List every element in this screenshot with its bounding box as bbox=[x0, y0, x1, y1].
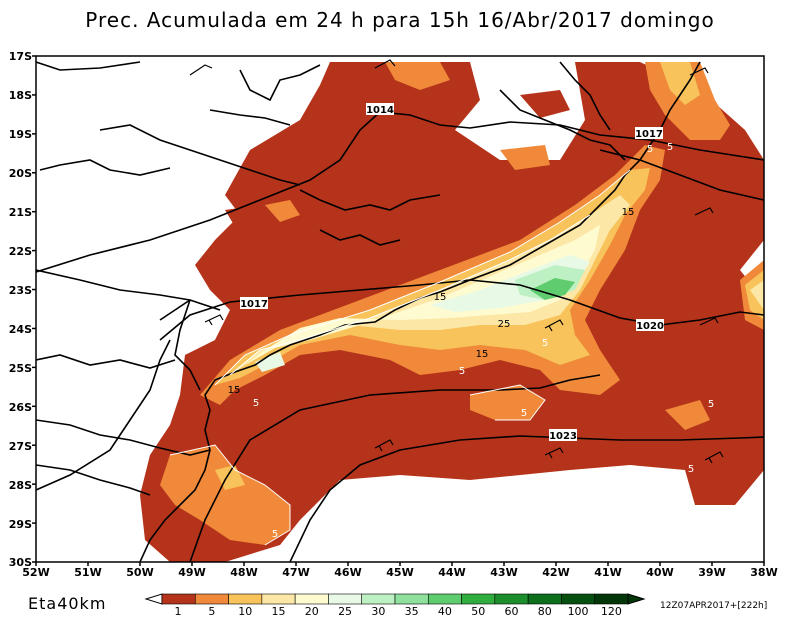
precip-label: 15 bbox=[622, 207, 635, 218]
lon-label: 42W bbox=[542, 566, 569, 579]
precip-label: 5 bbox=[688, 464, 694, 475]
lat-label: 17S bbox=[9, 50, 32, 63]
legend-value: 5 bbox=[208, 605, 215, 618]
legend-swatch bbox=[261, 593, 296, 605]
lon-label: 46W bbox=[334, 566, 361, 579]
legend-swatch bbox=[361, 593, 396, 605]
precip-label: 5 bbox=[647, 144, 653, 155]
lat-label: 20S bbox=[9, 167, 32, 180]
lat-label: 30S bbox=[9, 556, 32, 569]
precip-label: 15 bbox=[228, 385, 241, 396]
legend-value: 10 bbox=[238, 605, 252, 618]
lon-label: 39W bbox=[698, 566, 725, 579]
lat-label: 27S bbox=[9, 440, 32, 453]
model-label: Eta40km bbox=[28, 594, 107, 613]
precip-label: 5 bbox=[459, 366, 465, 377]
lon-label: 50W bbox=[126, 566, 153, 579]
lon-label: 41W bbox=[594, 566, 621, 579]
isobar-label: 1020 bbox=[636, 321, 664, 332]
isobars bbox=[36, 61, 764, 562]
legend-value: 15 bbox=[272, 605, 286, 618]
isobar-label: 1023 bbox=[549, 431, 577, 442]
precip-label: 5 bbox=[708, 399, 714, 410]
precip-label: 5 bbox=[542, 338, 548, 349]
legend-value: 1 bbox=[175, 605, 182, 618]
legend-swatch bbox=[427, 593, 462, 605]
precip-contours bbox=[169, 169, 631, 546]
legend-swatch bbox=[594, 593, 629, 605]
wind-barbs bbox=[189, 59, 724, 464]
lon-label: 40W bbox=[646, 566, 673, 579]
precip-labels: 5 5 15 15 15 25 15 5 5 5 5 5 5 5 bbox=[228, 142, 715, 540]
latitude-axis: 17S 18S 19S 20S 21S 22S 23S 24S 25S 26S … bbox=[9, 50, 32, 569]
precip-label: 25 bbox=[498, 319, 511, 330]
isobar-label: 1017 bbox=[240, 299, 268, 310]
precip-layer-40-50 bbox=[530, 278, 575, 300]
lon-label: 49W bbox=[178, 566, 205, 579]
legend-value: 60 bbox=[505, 605, 519, 618]
legend-value: 25 bbox=[338, 605, 352, 618]
isobar-label: 1014 bbox=[366, 105, 394, 116]
legend-swatch bbox=[394, 593, 429, 605]
lat-label: 18S bbox=[9, 89, 32, 102]
legend-value: 120 bbox=[601, 605, 622, 618]
lon-label: 38W bbox=[750, 566, 777, 579]
lat-label: 24S bbox=[9, 323, 32, 336]
legend-arrow-low bbox=[144, 593, 163, 605]
longitude-axis: 52W 51W 50W 49W 48W 47W 46W 45W 44W 43W … bbox=[22, 566, 777, 579]
lat-label: 28S bbox=[9, 479, 32, 492]
lon-label: 43W bbox=[490, 566, 517, 579]
legend-swatch bbox=[461, 593, 496, 605]
color-legend: 1 5 10 15 20 25 30 35 40 50 60 80 100 120 bbox=[144, 593, 646, 618]
lon-label: 48W bbox=[230, 566, 257, 579]
lon-label: 44W bbox=[438, 566, 465, 579]
legend-swatch bbox=[328, 593, 363, 605]
legend-swatch bbox=[527, 593, 562, 605]
precip-label: 15 bbox=[476, 349, 489, 360]
lat-label: 25S bbox=[9, 362, 32, 375]
legend-value: 20 bbox=[305, 605, 319, 618]
lat-label: 19S bbox=[9, 128, 32, 141]
map-title: Prec. Acumulada em 24 h para 15h 16/Abr/… bbox=[85, 8, 715, 32]
axis-ticks bbox=[32, 55, 765, 566]
precip-label: 5 bbox=[253, 398, 259, 409]
lon-label: 51W bbox=[74, 566, 101, 579]
legend-swatch bbox=[561, 593, 596, 605]
precip-label: 5 bbox=[667, 142, 673, 153]
lat-label: 22S bbox=[9, 245, 32, 258]
coastline-and-borders bbox=[36, 61, 701, 562]
lat-label: 26S bbox=[9, 401, 32, 414]
legend-value: 35 bbox=[405, 605, 419, 618]
legend-value: 30 bbox=[371, 605, 385, 618]
legend-value: 50 bbox=[471, 605, 485, 618]
isobar-labels: 1014 1017 1017 1020 1023 bbox=[240, 103, 664, 442]
lon-label: 47W bbox=[282, 566, 309, 579]
legend-arrow-high bbox=[627, 593, 646, 605]
precip-label: 5 bbox=[272, 529, 278, 540]
legend-swatch bbox=[228, 593, 263, 605]
lon-label: 52W bbox=[22, 566, 49, 579]
legend-value: 100 bbox=[568, 605, 589, 618]
legend-swatch bbox=[161, 593, 196, 605]
lon-label: 45W bbox=[386, 566, 413, 579]
lat-label: 21S bbox=[9, 206, 32, 219]
legend-swatch bbox=[294, 593, 329, 605]
precip-label: 5 bbox=[521, 408, 527, 419]
precip-label: 15 bbox=[434, 292, 447, 303]
run-label: 12Z07APR2017+[222h] bbox=[660, 601, 768, 611]
legend-value: 40 bbox=[438, 605, 452, 618]
legend-swatch bbox=[494, 593, 529, 605]
lat-label: 29S bbox=[9, 518, 32, 531]
map-area bbox=[36, 59, 764, 562]
legend-swatch bbox=[194, 593, 229, 605]
isobar-label: 1017 bbox=[635, 129, 663, 140]
legend-value: 80 bbox=[538, 605, 552, 618]
lat-label: 23S bbox=[9, 284, 32, 297]
